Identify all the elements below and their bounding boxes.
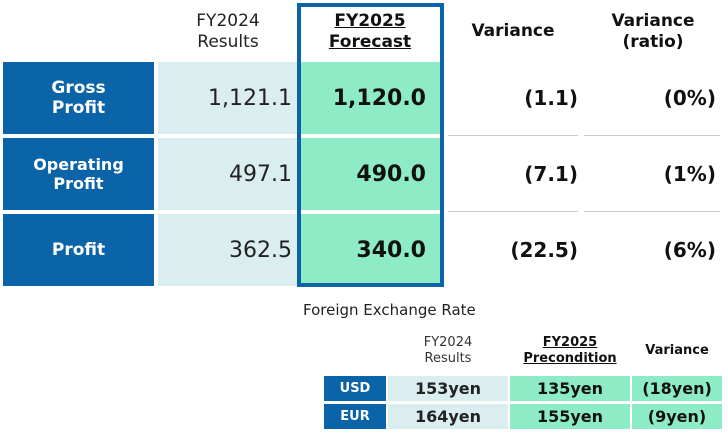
gross-profit-forecast: 1,120.0 xyxy=(300,62,440,134)
fx-currency-usd: USD xyxy=(324,376,386,401)
header-variance-ratio: Variance (ratio) xyxy=(611,10,695,52)
operating-profit-variance-ratio: (1%) xyxy=(663,162,716,186)
row-label-profit: Profit xyxy=(3,214,154,286)
fx-header-fy2025-precondition: FY2025 Precondition xyxy=(523,334,617,366)
row-divider xyxy=(448,135,578,136)
fx-header-fy2024-results: FY2024 Results xyxy=(423,334,473,366)
profit-variance: (22.5) xyxy=(510,238,578,262)
fx-eur-precondition: 155yen xyxy=(510,404,630,429)
row-label-operating-profit: Operating Profit xyxy=(3,138,154,210)
fx-currency-eur: EUR xyxy=(324,404,386,429)
fx-usd-precondition: 135yen xyxy=(510,376,630,401)
fx-eur-results: 164yen xyxy=(388,404,508,429)
header-fy2024-results: FY2024 Results xyxy=(196,10,260,52)
gross-profit-variance: (1.1) xyxy=(524,86,578,110)
header-variance: Variance xyxy=(471,21,555,42)
operating-profit-variance: (7.1) xyxy=(524,162,578,186)
gross-profit-results: 1,121.1 xyxy=(158,62,300,134)
fx-usd-variance: (18yen) xyxy=(632,376,722,401)
operating-profit-forecast: 490.0 xyxy=(300,138,440,210)
row-label-gross-profit: Gross Profit xyxy=(3,62,154,134)
operating-profit-results: 497.1 xyxy=(158,138,300,210)
forecast-column-highlight xyxy=(297,3,444,287)
profit-forecast: 340.0 xyxy=(300,214,440,286)
fx-table-title: Foreign Exchange Rate xyxy=(303,301,476,319)
fx-eur-variance: (9yen) xyxy=(632,404,722,429)
row-divider xyxy=(584,135,720,136)
fx-usd-results: 153yen xyxy=(388,376,508,401)
header-fy2025-forecast: FY2025 Forecast xyxy=(328,10,412,52)
row-divider xyxy=(448,211,578,212)
gross-profit-variance-ratio: (0%) xyxy=(663,86,716,110)
profit-variance-ratio: (6%) xyxy=(663,238,716,262)
profit-results: 362.5 xyxy=(158,214,300,286)
row-divider xyxy=(584,211,720,212)
fx-header-variance: Variance xyxy=(645,342,709,358)
